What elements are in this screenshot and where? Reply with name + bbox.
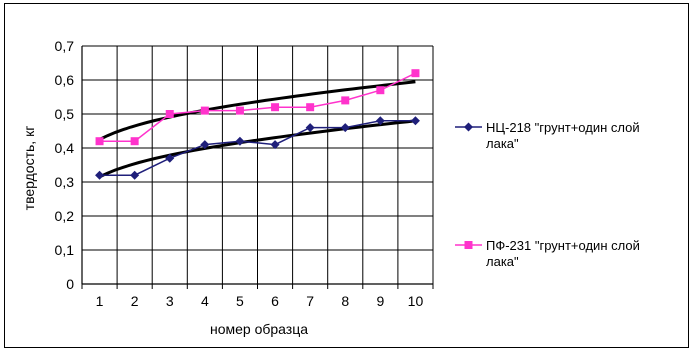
x-axis-title: номер образца [210, 321, 308, 337]
y-tick-label: 0 [66, 276, 74, 292]
x-tick-label: 5 [236, 293, 244, 309]
trendline [98, 119, 416, 179]
legend-marker [464, 122, 473, 132]
x-tick-label: 10 [408, 293, 424, 309]
data-point [200, 140, 210, 150]
data-point [271, 103, 280, 112]
series-line [99, 72, 416, 142]
data-point [235, 106, 244, 115]
data-point [130, 170, 140, 180]
series-line [99, 120, 416, 176]
data-point [410, 116, 420, 126]
y-tick-labels: 0 0,1 0,2 0,3 0,4 0,5 0,6 0,7 [55, 38, 75, 292]
y-tick-label: 0,7 [55, 38, 75, 54]
data-point [200, 106, 209, 115]
y-tick-label: 0,6 [55, 72, 75, 88]
y-tick-label: 0,3 [55, 174, 75, 190]
y-tick-label: 0,4 [55, 140, 75, 156]
data-point [411, 69, 420, 78]
data-point [305, 123, 315, 133]
legend-label: лака" [486, 254, 519, 269]
x-tick-label: 2 [131, 293, 139, 309]
data-point [375, 116, 385, 126]
x-tick-label: 7 [306, 293, 314, 309]
trendline [98, 80, 416, 141]
data-point [341, 96, 350, 105]
data-point [340, 123, 350, 133]
y-tick-label: 0,5 [55, 106, 75, 122]
data-point [165, 110, 174, 118]
legend-label: лака" [486, 136, 519, 151]
x-tick-label: 6 [271, 293, 279, 309]
data-point [95, 170, 105, 180]
legend-label: ПФ-231 "грунт+один слой [486, 238, 640, 253]
data-point [165, 153, 175, 163]
data-point [376, 86, 385, 95]
x-tick-label: 3 [166, 293, 174, 309]
legend-marker [464, 241, 473, 249]
series-group [95, 69, 420, 180]
x-tick-labels: 1 2 3 4 5 6 7 8 9 10 [96, 293, 424, 309]
data-point [95, 137, 104, 146]
x-tick-label: 4 [201, 293, 209, 309]
trendlines [98, 80, 416, 179]
y-tick-label: 0,1 [55, 242, 75, 258]
x-tick-label: 9 [376, 293, 384, 309]
data-point [130, 137, 139, 146]
data-point [270, 140, 280, 150]
data-point [306, 103, 315, 112]
y-tick-label: 0,2 [55, 208, 75, 224]
y-axis-title: твердость, кг [21, 126, 37, 211]
grid [81, 45, 434, 289]
legend-label: НЦ-218 "грунт+один слой [486, 120, 640, 135]
data-point [235, 136, 245, 146]
x-tick-label: 8 [341, 293, 349, 309]
x-tick-label: 1 [96, 293, 104, 309]
